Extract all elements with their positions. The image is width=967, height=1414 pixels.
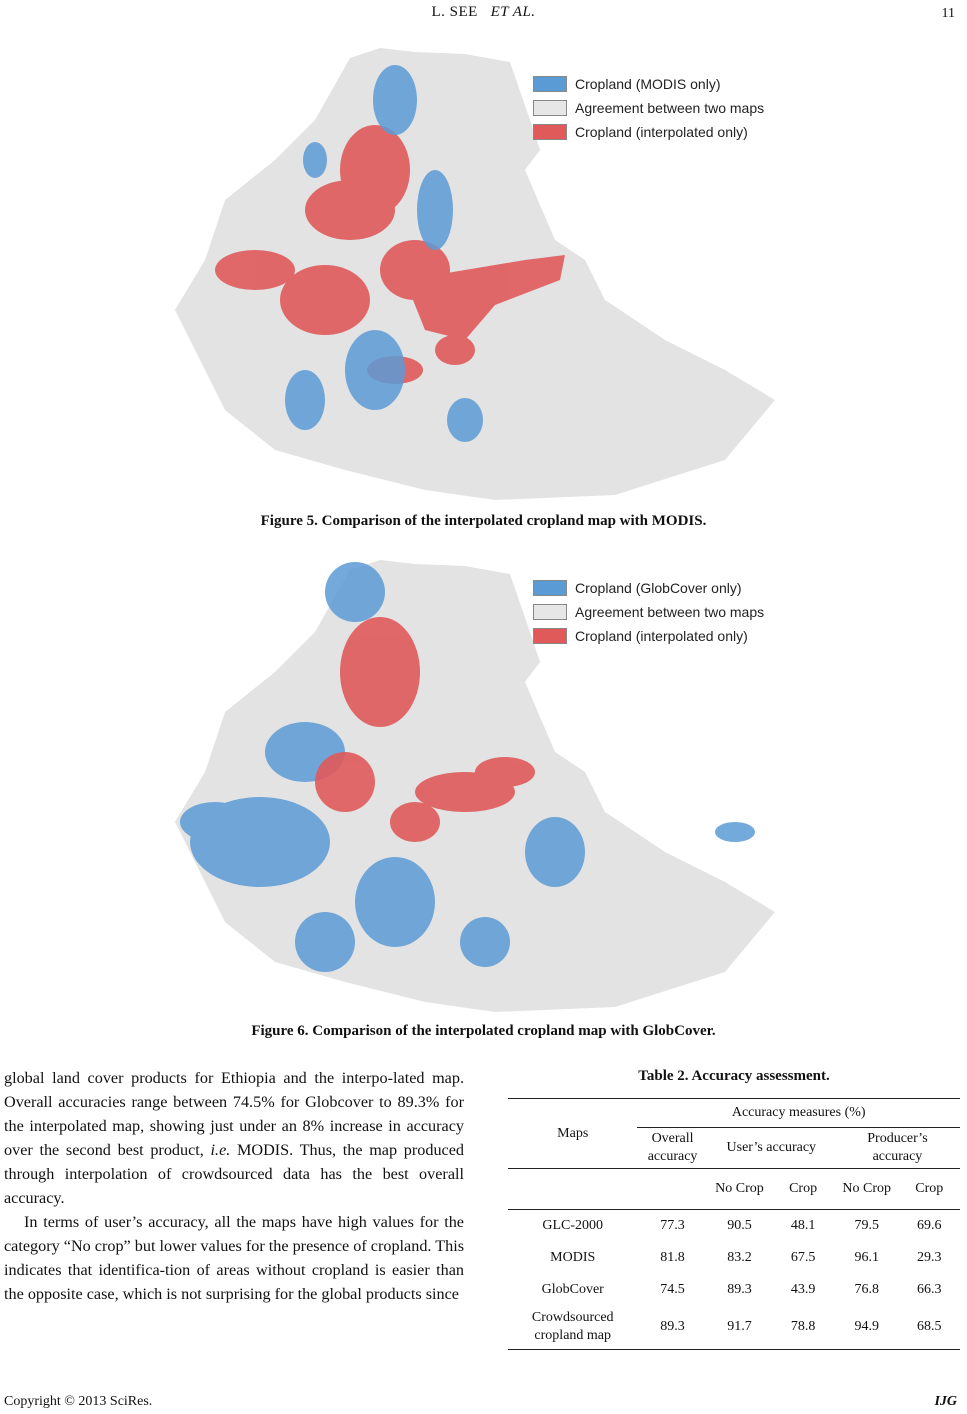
text-run: global land cover products for Ethiopia … — [4, 1069, 464, 1159]
col-maps: Maps — [557, 1125, 589, 1141]
figure6-caption: Figure 6. Comparison of the interpolated… — [251, 1023, 716, 1039]
legend-item-agreement: Agreement between two maps — [533, 96, 764, 120]
cell-value: 48.1 — [790, 1217, 816, 1233]
cell-value: 43.9 — [790, 1281, 816, 1297]
cell-value: 66.3 — [917, 1281, 942, 1297]
header-author: L. SEE — [431, 4, 478, 20]
text-run: MODIS. Thus, the map produced through in… — [4, 1141, 464, 1207]
blue-swatch — [533, 76, 567, 92]
legend-label: Cropland (MODIS only) — [575, 76, 721, 92]
table-row: Crowdsourced cropland map 89.3 91.7 78.8… — [508, 1306, 960, 1350]
cell-value: 94.9 — [854, 1319, 879, 1335]
paragraph: In terms of user’s accuracy, all the map… — [4, 1213, 464, 1303]
cell-map: GLC-2000 — [542, 1217, 604, 1233]
sub-no-crop: No Crop — [707, 1168, 772, 1210]
col-producer: Producer’s accuracy — [867, 1131, 928, 1164]
accuracy-table: Maps Accuracy measures (%) Overall accur… — [508, 1098, 960, 1350]
sub-crop: Crop — [898, 1168, 960, 1210]
cell-value: 90.5 — [727, 1217, 752, 1233]
cell-map: Crowdsourced cropland map — [531, 1310, 614, 1344]
gray-swatch — [533, 604, 567, 620]
figure6-legend: Cropland (GlobCover only) Agreement betw… — [533, 576, 764, 648]
legend-item-agreement: Agreement between two maps — [533, 600, 764, 624]
cell-value: 67.5 — [790, 1249, 816, 1265]
cell-value: 89.3 — [660, 1319, 685, 1335]
cell-map: GlobCover — [541, 1281, 604, 1297]
cell-value: 76.8 — [854, 1281, 879, 1297]
cell-value: 74.5 — [660, 1281, 685, 1297]
empty-cell — [508, 1168, 638, 1210]
figure6-map — [175, 560, 775, 1012]
legend-label: Cropland (interpolated only) — [575, 628, 748, 644]
figure5-map — [175, 48, 775, 500]
running-header: L. SEE ET AL. — [0, 4, 967, 21]
table-row: GlobCover 74.5 89.3 43.9 76.8 66.3 — [508, 1274, 960, 1306]
figure5-legend: Cropland (MODIS only) Agreement between … — [533, 72, 764, 144]
legend-item-modis: Cropland (MODIS only) — [533, 72, 764, 96]
cell-value: 79.5 — [854, 1217, 879, 1233]
table-title: Table 2. Accuracy assessment. — [638, 1068, 830, 1084]
cell-value: 78.8 — [790, 1319, 816, 1335]
red-swatch — [533, 124, 567, 140]
legend-label: Cropland (GlobCover only) — [575, 580, 742, 596]
cell-value: 91.7 — [727, 1319, 752, 1335]
footer-copyright: Copyright © 2013 SciRes. — [4, 1394, 153, 1409]
header-et-al: ET AL. — [490, 4, 536, 20]
sub-no-crop: No Crop — [834, 1168, 899, 1210]
cell-value: 77.3 — [660, 1217, 685, 1233]
footer-journal: IJG — [934, 1394, 957, 1409]
text-run-italic: i.e. — [210, 1141, 231, 1159]
legend-label: Cropland (interpolated only) — [575, 124, 748, 140]
cell-value: 68.5 — [917, 1319, 942, 1335]
empty-cell — [637, 1168, 708, 1210]
cell-value: 29.3 — [917, 1249, 942, 1265]
cell-value: 83.2 — [727, 1249, 752, 1265]
figure5-caption: Figure 5. Comparison of the interpolated… — [260, 513, 707, 529]
table-row: MODIS 81.8 83.2 67.5 96.1 29.3 — [508, 1242, 960, 1274]
body-column-left: global land cover products for Ethiopia … — [4, 1066, 464, 1306]
gray-swatch — [533, 100, 567, 116]
legend-item-interpolated: Cropland (interpolated only) — [533, 624, 764, 648]
sub-crop: Crop — [771, 1168, 835, 1210]
col-group: Accuracy measures (%) — [637, 1098, 960, 1128]
red-swatch — [533, 628, 567, 644]
cell-map: MODIS — [550, 1249, 596, 1265]
paragraph: global land cover products for Ethiopia … — [4, 1066, 464, 1210]
col-user: User’s accuracy — [726, 1140, 817, 1155]
page-number: 11 — [941, 6, 955, 21]
cell-value: 89.3 — [727, 1281, 752, 1297]
col-overall: Overall accuracy — [647, 1131, 698, 1164]
legend-item-globcover: Cropland (GlobCover only) — [533, 576, 764, 600]
table-row: GLC-2000 77.3 90.5 48.1 79.5 69.6 — [508, 1210, 960, 1242]
legend-item-interpolated: Cropland (interpolated only) — [533, 120, 764, 144]
legend-label: Agreement between two maps — [575, 100, 765, 116]
cell-value: 69.6 — [917, 1217, 942, 1233]
cell-value: 81.8 — [660, 1249, 685, 1265]
cell-value: 96.1 — [854, 1249, 879, 1265]
legend-label: Agreement between two maps — [575, 604, 765, 620]
blue-swatch — [533, 580, 567, 596]
